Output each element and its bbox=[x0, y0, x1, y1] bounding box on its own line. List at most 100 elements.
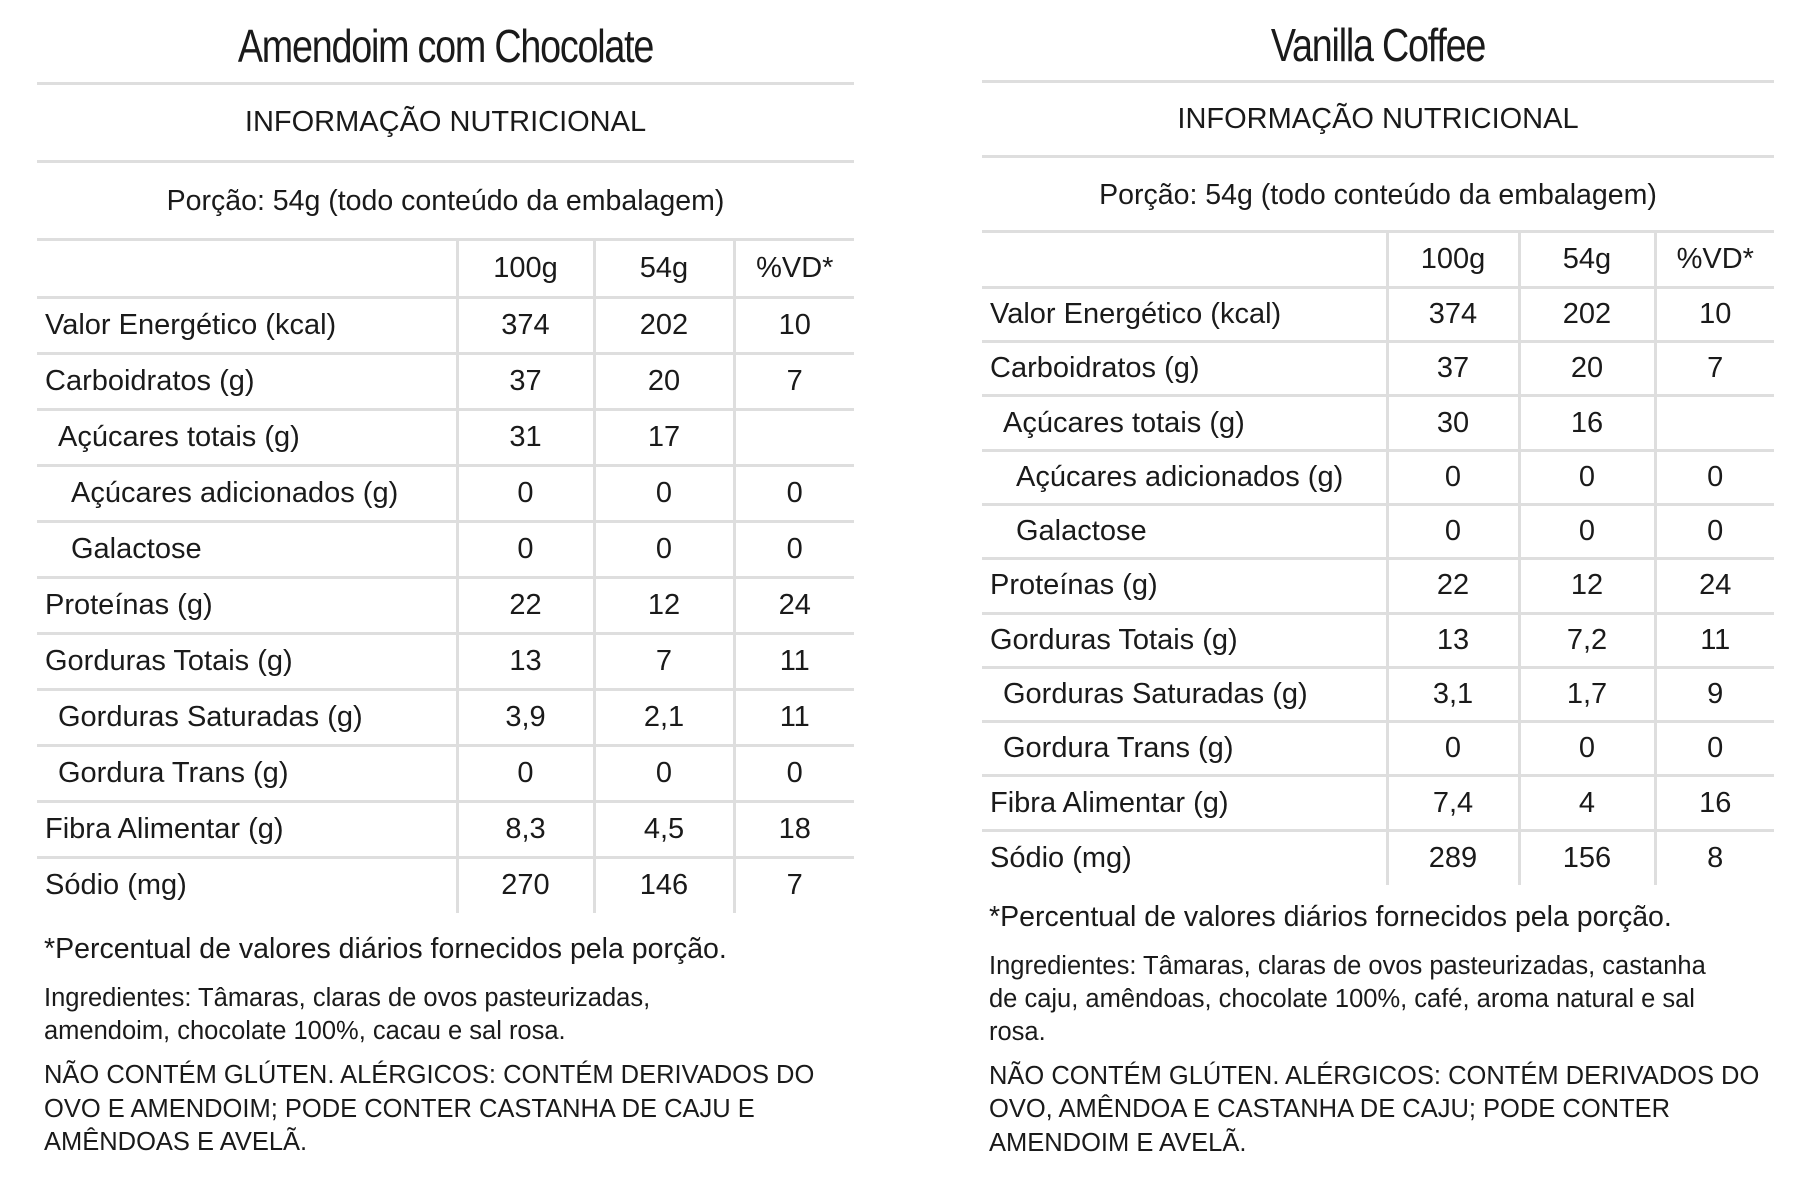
column-header-vd: %VD* bbox=[732, 241, 854, 299]
value-100g: 13 bbox=[455, 633, 594, 691]
nutrient-label: Sódio (mg) bbox=[990, 841, 1132, 874]
allergen-warning: NÃO CONTÉM GLÚTEN. ALÉRGICOS: CONTÉM DER… bbox=[982, 1060, 1774, 1161]
column-header-54g: 54g bbox=[592, 241, 734, 299]
table-row: Açúcares totais (g) 31 17 bbox=[37, 409, 854, 467]
value-100g: 37 bbox=[1385, 341, 1519, 398]
value-54g: 202 bbox=[592, 297, 734, 355]
value-54g: 20 bbox=[592, 353, 734, 411]
table-row: Valor Energético (kcal) 374 202 10 bbox=[37, 297, 854, 355]
allergen-line: NÃO CONTÉM GLÚTEN. ALÉRGICOS: CONTÉM DER… bbox=[44, 1061, 815, 1089]
divider bbox=[37, 160, 854, 163]
value-vd: 7 bbox=[732, 857, 854, 913]
table-row: Gordura Trans (g) 0 0 0 bbox=[982, 721, 1774, 778]
value-100g: 0 bbox=[455, 465, 594, 523]
nutrient-label: Gorduras Totais (g) bbox=[37, 633, 457, 691]
value-100g: 30 bbox=[1385, 395, 1519, 452]
nutrient-label: Valor Energético (kcal) bbox=[982, 287, 1387, 344]
value-54g: 20 bbox=[1517, 341, 1655, 398]
value-100g: 374 bbox=[1385, 287, 1519, 344]
value-vd: 24 bbox=[732, 577, 854, 635]
value-54g: 2,1 bbox=[592, 689, 734, 747]
column-header-vd: %VD* bbox=[1653, 233, 1774, 289]
value-100g: 0 bbox=[1385, 504, 1519, 561]
nutrient-label: Carboidratos (g) bbox=[37, 353, 457, 411]
value-vd bbox=[732, 409, 854, 467]
value-100g: 0 bbox=[1385, 450, 1519, 506]
table-row: Proteínas (g) 22 12 24 bbox=[37, 577, 854, 635]
value-vd: 9 bbox=[1653, 667, 1774, 724]
divider bbox=[982, 155, 1774, 158]
value-100g: 289 bbox=[1385, 830, 1519, 885]
ingredients-line: Ingredientes: Tâmaras, claras de ovos pa… bbox=[44, 984, 651, 1012]
table-row: Sódio (mg) 289 156 8 bbox=[982, 830, 1774, 885]
value-vd: 24 bbox=[1653, 558, 1774, 615]
value-54g: 202 bbox=[1517, 287, 1655, 344]
product-title: Vanilla Coffee bbox=[1270, 19, 1486, 71]
nutrition-table: 100g 54g %VD* Valor Energético (kcal) 374… bbox=[37, 241, 854, 913]
value-54g: 12 bbox=[592, 577, 734, 635]
ingredients-line: amendoim, chocolate 100%, cacau e sal ro… bbox=[44, 1017, 566, 1045]
nutrient-label: Fibra Alimentar (g) bbox=[37, 801, 457, 859]
value-54g: 146 bbox=[592, 857, 734, 913]
table-row: Fibra Alimentar (g) 7,4 4 16 bbox=[982, 775, 1774, 832]
nutrient-label: Açúcares totais (g) bbox=[37, 409, 457, 467]
table-row: Valor Energético (kcal) 374 202 10 bbox=[982, 287, 1774, 344]
value-100g: 31 bbox=[455, 409, 594, 467]
table-row: Galactose 0 0 0 bbox=[982, 504, 1774, 561]
divider bbox=[982, 80, 1774, 83]
nutrient-label: Proteínas (g) bbox=[37, 577, 457, 635]
table-header-row: 100g 54g %VD* bbox=[982, 233, 1774, 289]
nutrient-label: Galactose bbox=[37, 521, 457, 579]
allergen-line: AMENDOIM E AVELÃ. bbox=[989, 1128, 1247, 1157]
value-vd: 18 bbox=[732, 801, 854, 859]
value-vd: 11 bbox=[1653, 613, 1774, 669]
value-vd: 10 bbox=[732, 297, 854, 355]
daily-value-footnote: *Percentual de valores diários fornecido… bbox=[44, 933, 727, 965]
ingredients-line: de caju, amêndoas, chocolate 100%, café,… bbox=[989, 984, 1695, 1013]
portion-size: Porção: 54g (todo conteúdo da embalagem) bbox=[1099, 179, 1657, 211]
value-54g: 1,7 bbox=[1517, 667, 1655, 724]
ingredients-text: Ingredientes: Tâmaras, claras de ovos pa… bbox=[37, 982, 854, 1048]
table-row: Galactose 0 0 0 bbox=[37, 521, 854, 579]
value-vd: 0 bbox=[1653, 450, 1774, 506]
value-100g: 37 bbox=[455, 353, 594, 411]
ingredients-text: Ingredientes: Tâmaras, claras de ovos pa… bbox=[982, 950, 1774, 1049]
value-100g: 3,1 bbox=[1385, 667, 1519, 724]
table-row: Carboidratos (g) 37 20 7 bbox=[982, 341, 1774, 398]
nutrient-label: Gordura Trans (g) bbox=[37, 745, 457, 803]
value-100g: 22 bbox=[455, 577, 594, 635]
header-blank bbox=[982, 233, 1387, 289]
value-100g: 8,3 bbox=[455, 801, 594, 859]
value-54g: 0 bbox=[1517, 450, 1655, 506]
nutrition-heading: INFORMAÇÃO NUTRICIONAL bbox=[244, 106, 647, 138]
table-row: Gorduras Saturadas (g) 3,1 1,7 9 bbox=[982, 667, 1774, 724]
value-54g: 17 bbox=[592, 409, 734, 467]
divider bbox=[37, 82, 854, 85]
value-100g: 270 bbox=[455, 857, 594, 913]
nutrient-label: Carboidratos (g) bbox=[982, 341, 1387, 398]
value-vd: 16 bbox=[1653, 775, 1774, 832]
table-row: Fibra Alimentar (g) 8,3 4,5 18 bbox=[37, 801, 854, 859]
value-100g: 22 bbox=[1385, 558, 1519, 615]
value-vd: 0 bbox=[732, 465, 854, 523]
nutrient-label: Gorduras Totais (g) bbox=[982, 613, 1387, 669]
table-row: Gordura Trans (g) 0 0 0 bbox=[37, 745, 854, 803]
nutrient-label: Açúcares adicionados (g) bbox=[37, 465, 457, 523]
allergen-line: NÃO CONTÉM GLÚTEN. ALÉRGICOS: CONTÉM DER… bbox=[989, 1061, 1760, 1090]
table-row: Gorduras Totais (g) 13 7 11 bbox=[37, 633, 854, 691]
value-100g: 7,4 bbox=[1385, 775, 1519, 832]
table-row: Açúcares totais (g) 30 16 bbox=[982, 395, 1774, 452]
nutrient-label: Gorduras Saturadas (g) bbox=[37, 689, 457, 747]
value-54g: 12 bbox=[1517, 558, 1655, 615]
nutrient-label: Açúcares totais (g) bbox=[982, 395, 1387, 452]
value-100g: 374 bbox=[455, 297, 594, 355]
value-54g: 16 bbox=[1517, 395, 1655, 452]
table-header-row: 100g 54g %VD* bbox=[37, 241, 854, 299]
value-54g: 0 bbox=[1517, 504, 1655, 561]
value-54g: 0 bbox=[592, 465, 734, 523]
nutrition-table: 100g 54g %VD* Valor Energético (kcal) 374… bbox=[982, 233, 1774, 885]
ingredients-line: Ingredientes: Tâmaras, claras de ovos pa… bbox=[989, 951, 1706, 980]
allergen-line: AMÊNDOAS E AVELÃ. bbox=[44, 1128, 308, 1156]
header-blank bbox=[37, 241, 457, 299]
value-vd: 0 bbox=[1653, 504, 1774, 561]
